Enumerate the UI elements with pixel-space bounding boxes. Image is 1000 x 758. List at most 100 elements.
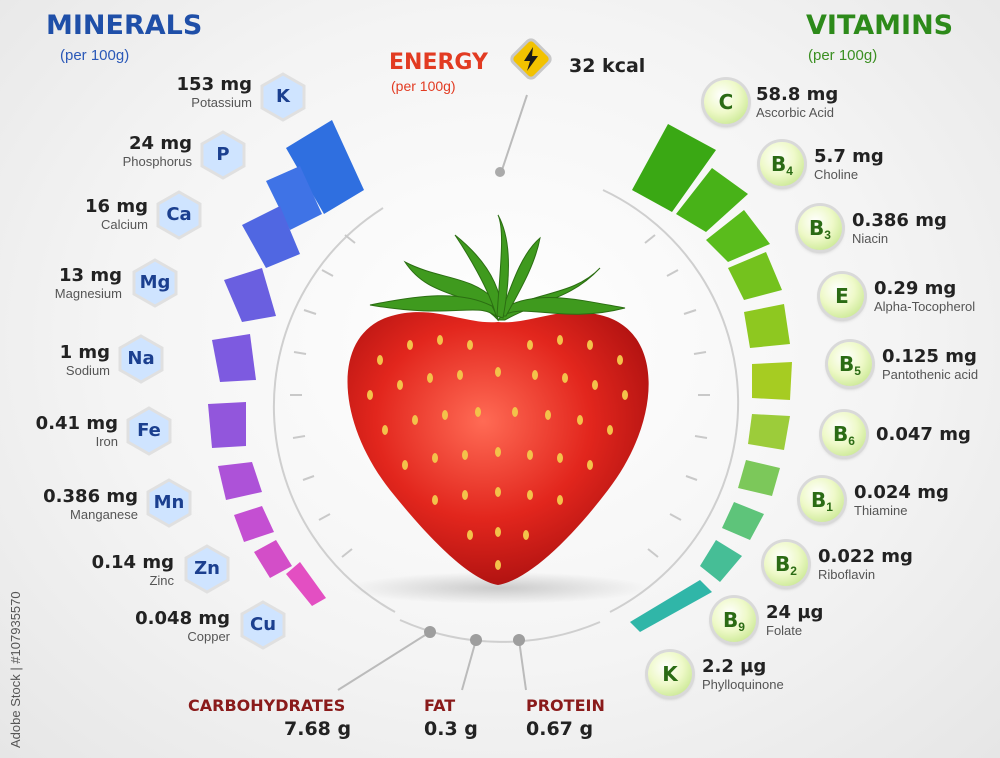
mineral-row-phosphorus: 24 mg Phosphorus: [123, 133, 192, 169]
mineral-symbol: Zn: [194, 558, 220, 579]
vitamin-symbol: K: [662, 662, 678, 686]
mineral-name: Manganese: [70, 507, 138, 522]
vitamin-circle-badge: B4: [760, 142, 804, 186]
vitamin-row-k: 2.2 µg Phylloquinone: [702, 656, 784, 692]
vitamin-amount: 0.047 mg: [876, 424, 971, 445]
vitamin-name: Thiamine: [854, 503, 908, 518]
vitamin-name: Niacin: [852, 231, 889, 246]
mineral-amount: 0.048 mg: [135, 608, 230, 629]
vitamin-row-b5: 0.125 mg Pantothenic acid: [882, 346, 978, 382]
vitamin-row-b6: 0.047 mg: [876, 424, 971, 445]
mineral-name: Sodium: [65, 363, 110, 378]
mineral-name: Phosphorus: [122, 154, 192, 169]
vitamin-symbol: E: [835, 284, 849, 308]
vitamin-circle-badge: B3: [798, 206, 842, 250]
mineral-hexagon-badge: Fe: [126, 406, 172, 456]
vitamin-subscript: 2: [790, 564, 797, 579]
energy-value: 32 kcal: [569, 55, 646, 77]
vitamin-circle-badge: B2: [764, 542, 808, 586]
vitamin-row-b4: 5.7 mg Choline: [814, 146, 884, 182]
vitamin-subscript: 1: [826, 500, 833, 515]
vitamin-name: Pantothenic acid: [882, 367, 979, 382]
vitamin-circle-badge: B6: [822, 412, 866, 456]
vitamin-row-b2: 0.022 mg Riboflavin: [818, 546, 913, 582]
vitamin-symbol: C: [718, 90, 734, 114]
mineral-name: Iron: [95, 434, 118, 449]
vitamin-amount: 5.7 mg: [814, 146, 884, 167]
mineral-hexagon-badge: K: [260, 72, 306, 122]
mineral-symbol: Mg: [139, 272, 171, 293]
mineral-row-zinc: 0.14 mg Zinc: [92, 552, 174, 588]
mineral-row-manganese: 0.386 mg Manganese: [43, 486, 138, 522]
vitamin-row-b1: 0.024 mg Thiamine: [854, 482, 949, 518]
vitamins-title: VITAMINS: [806, 10, 954, 41]
minerals-title: MINERALS: [46, 10, 203, 41]
vitamin-symbol: B: [811, 488, 827, 512]
mineral-row-iron: 0.41 mg Iron: [36, 413, 118, 449]
vitamin-row-c: 58.8 mg Ascorbic Acid: [756, 84, 838, 120]
mineral-amount: 0.14 mg: [91, 552, 174, 573]
mineral-amount: 13 mg: [59, 265, 122, 286]
minerals-subtitle: (per 100g): [60, 47, 130, 64]
vitamin-name: Folate: [766, 623, 803, 638]
macro-fat-label: FAT: [424, 696, 456, 715]
vitamin-row-b9: 24 µg Folate: [766, 602, 823, 638]
mineral-name: Copper: [187, 629, 230, 644]
mineral-amount: 0.386 mg: [43, 486, 138, 507]
vitamin-name: Phylloquinone: [702, 677, 784, 692]
energy-title: ENERGY: [389, 50, 488, 75]
vitamin-name: Ascorbic Acid: [756, 105, 835, 120]
mineral-hexagon-badge: Zn: [184, 544, 230, 594]
vitamin-row-e: 0.29 mg Alpha-Tocopherol: [874, 278, 975, 314]
vitamin-amount: 2.2 µg: [702, 656, 767, 677]
vitamin-subscript: 3: [824, 228, 831, 243]
vitamin-subscript: 4: [786, 164, 793, 179]
vitamin-symbol: B: [723, 608, 739, 632]
vitamin-circle-badge: E: [820, 274, 864, 318]
stock-watermark-text: Adobe Stock | #107935570: [8, 591, 23, 748]
vitamin-circle-badge: B5: [828, 342, 872, 386]
mineral-row-magnesium: 13 mg Magnesium: [55, 265, 122, 301]
vitamin-name: Choline: [814, 167, 859, 182]
vitamin-symbol: B: [775, 552, 791, 576]
mineral-row-calcium: 16 mg Calcium: [85, 196, 148, 232]
mineral-hexagon-badge: Ca: [156, 190, 202, 240]
vitamin-circle-badge: K: [648, 652, 692, 696]
mineral-row-copper: 0.048 mg Copper: [135, 608, 230, 644]
vitamin-subscript: 6: [848, 434, 855, 449]
mineral-symbol: Mn: [153, 492, 185, 513]
macro-carbohydrates-label: CARBOHYDRATES: [188, 696, 346, 715]
vitamin-symbol: B: [809, 216, 825, 240]
mineral-name: Zinc: [149, 573, 174, 588]
mineral-symbol: Cu: [249, 614, 277, 635]
macro-protein-label: PROTEIN: [526, 696, 605, 715]
mineral-amount: 24 mg: [129, 133, 192, 154]
mineral-symbol: Na: [127, 348, 155, 369]
mineral-hexagon-badge: Mg: [132, 258, 178, 308]
mineral-amount: 0.41 mg: [35, 413, 118, 434]
vitamin-amount: 0.29 mg: [874, 278, 957, 299]
vitamin-amount: 0.024 mg: [854, 482, 949, 503]
mineral-hexagon-badge: P: [200, 130, 246, 180]
macro-carbohydrates-value: 7.68 g: [284, 718, 352, 740]
vitamin-circle-badge: C: [704, 80, 748, 124]
vitamin-subscript: 9: [738, 620, 745, 635]
mineral-row-sodium: 1 mg Sodium: [60, 342, 110, 378]
vitamin-amount: 58.8 mg: [756, 84, 839, 105]
mineral-symbol: Ca: [166, 204, 192, 225]
mineral-symbol: K: [276, 86, 290, 107]
mineral-name: Potassium: [191, 95, 252, 110]
vitamins-subtitle: (per 100g): [808, 47, 878, 64]
mineral-amount: 1 mg: [59, 342, 110, 363]
vitamin-amount: 0.386 mg: [852, 210, 947, 231]
vitamin-row-b3: 0.386 mg Niacin: [852, 210, 947, 246]
mineral-hexagon-badge: Mn: [146, 478, 192, 528]
vitamin-subscript: 5: [854, 364, 861, 379]
mineral-hexagon-badge: Cu: [240, 600, 286, 650]
vitamin-amount: 0.125 mg: [882, 346, 977, 367]
mineral-amount: 153 mg: [176, 74, 252, 95]
energy-subtitle: (per 100g): [391, 78, 456, 94]
vitamin-amount: 0.022 mg: [818, 546, 913, 567]
mineral-symbol: Fe: [137, 420, 161, 441]
